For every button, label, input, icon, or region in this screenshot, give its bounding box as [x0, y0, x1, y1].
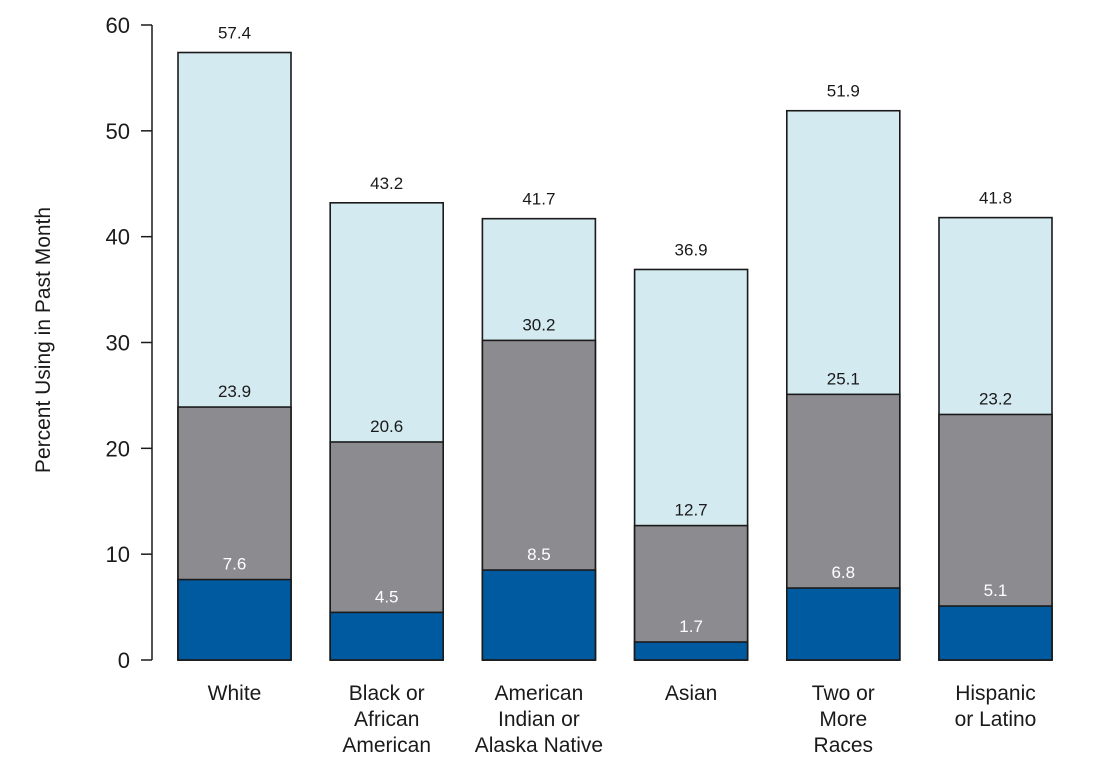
- data-label-s3: 5.1: [984, 581, 1008, 600]
- data-label-s1: 43.2: [370, 174, 403, 193]
- y-tick-label: 60: [106, 13, 130, 38]
- y-tick-label: 30: [106, 331, 130, 356]
- x-category-label: White: [208, 682, 262, 705]
- bar-s3: [785, 587, 901, 661]
- data-label-s1: 41.8: [979, 189, 1012, 208]
- bars: 57.4 23.9 7.6 43.2 20.6 4.5 41.7 30.2 8.5 36.9 12.…: [177, 24, 1053, 661]
- x-category-label: Asian: [665, 682, 718, 705]
- x-category-label: American Indian or Alaska Native: [475, 682, 603, 757]
- x-axis-labels: White Black or African American American Indi…: [208, 682, 1037, 757]
- data-label-s2: 25.1: [827, 369, 860, 388]
- y-tick-label: 20: [106, 436, 130, 461]
- data-label-s2: 23.9: [218, 382, 251, 401]
- bar-s2: [633, 524, 749, 661]
- data-label-s2: 30.2: [522, 315, 555, 334]
- x-category-label: Black or African American: [342, 682, 431, 757]
- bar-s3: [633, 641, 749, 661]
- data-label-s2: 12.7: [675, 501, 708, 520]
- data-label-s1: 41.7: [522, 190, 555, 209]
- bar-s3: [177, 578, 292, 661]
- bar-s3: [481, 569, 597, 661]
- data-label-s3: 8.5: [527, 545, 551, 564]
- data-label-s3: 1.7: [679, 617, 703, 636]
- y-axis-label: Percent Using in Past Month: [32, 207, 55, 473]
- bar-s3: [938, 605, 1053, 661]
- data-label-s3: 7.6: [223, 555, 247, 574]
- data-label-s1: 36.9: [675, 240, 708, 259]
- data-label-s2: 20.6: [370, 417, 403, 436]
- data-label-s1: 51.9: [827, 82, 860, 101]
- x-category-label: Hispanic or Latino: [955, 682, 1037, 731]
- data-label-s2: 23.2: [979, 389, 1012, 408]
- y-axis: 0 10 20 30 40 50 60: [106, 13, 153, 673]
- y-tick-label: 10: [106, 542, 130, 567]
- bar-s3: [329, 611, 445, 661]
- data-label-s1: 57.4: [218, 24, 251, 43]
- y-tick-label: 40: [106, 225, 130, 250]
- data-label-s3: 6.8: [831, 563, 855, 582]
- y-tick-label: 50: [106, 119, 130, 144]
- x-category-label: Two or More Races: [812, 682, 875, 757]
- data-label-s3: 4.5: [375, 587, 399, 606]
- y-tick-label: 0: [118, 648, 130, 673]
